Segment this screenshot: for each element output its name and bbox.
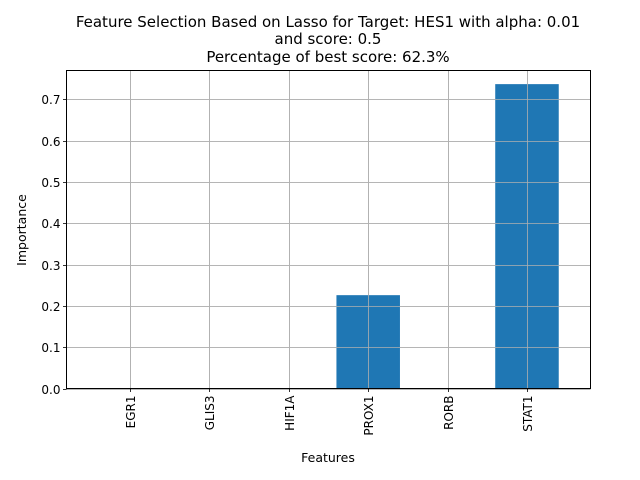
chart-title-line-1: Feature Selection Based on Lasso for Tar… xyxy=(76,13,580,31)
grid-lines-overlay xyxy=(66,70,591,390)
x-tick-label: GLIS3 xyxy=(203,396,217,431)
chart-title-line-3: Percentage of best score: 62.3% xyxy=(206,48,449,66)
y-tick-label: 0.5 xyxy=(41,176,60,190)
y-tick-label: 0.6 xyxy=(41,135,60,149)
x-tick-label: HIF1A xyxy=(283,395,297,431)
x-tick-label: STAT1 xyxy=(521,396,535,432)
x-tick-label: PROX1 xyxy=(362,396,376,436)
y-tick-label: 0.0 xyxy=(41,383,60,397)
bars xyxy=(336,84,559,389)
plot-frame xyxy=(66,70,591,389)
x-axis-label: Features xyxy=(301,450,355,465)
chart-title: Feature Selection Based on Lasso for Tar… xyxy=(76,13,580,66)
x-tick-label: RORB xyxy=(442,396,456,430)
y-tick-label: 0.7 xyxy=(41,93,60,107)
y-axis-label: Importance xyxy=(14,194,29,266)
chart-title-line-2: and score: 0.5 xyxy=(275,30,382,48)
y-tick-label: 0.3 xyxy=(41,259,60,273)
y-tick-label: 0.2 xyxy=(41,300,60,314)
y-tick-label: 0.1 xyxy=(41,341,60,355)
y-axis-ticks: 0.0 0.1 0.2 0.3 0.4 0.5 0.6 0.7 xyxy=(41,93,67,397)
x-tick-label: EGR1 xyxy=(124,396,138,429)
y-tick-label: 0.4 xyxy=(41,217,60,231)
bar-stat1 xyxy=(495,84,559,389)
x-axis-ticks: EGR1 GLIS3 HIF1A PROX1 RORB STAT1 xyxy=(124,388,535,436)
